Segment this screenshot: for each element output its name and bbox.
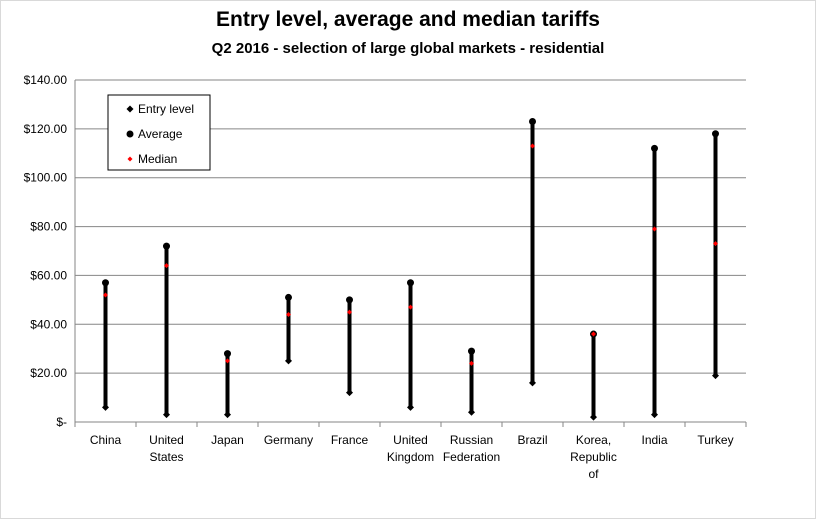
x-tick-label: China: [90, 433, 122, 447]
legend-marker: [127, 156, 133, 162]
x-tick-label: Japan: [211, 433, 244, 447]
legend-label: Average: [138, 127, 183, 141]
x-tick-label: France: [331, 433, 369, 447]
entry-level-point: [163, 411, 170, 419]
median-point: [530, 143, 535, 149]
y-tick-label: $40.00: [30, 317, 67, 331]
x-tick-label: United Kingdom: [387, 433, 434, 464]
entry-level-point: [346, 389, 353, 397]
legend-box: [107, 94, 211, 171]
entry-level-point: [285, 357, 292, 365]
y-tick-label: $140.00: [24, 73, 68, 87]
legend-label: Entry level: [138, 102, 194, 116]
median-point: [713, 241, 718, 247]
average-point: [224, 350, 231, 358]
x-tick-label: Russian Federation: [443, 433, 500, 464]
legend-label: Median: [138, 152, 177, 166]
average-point: [407, 279, 414, 287]
median-point: [286, 312, 291, 318]
average-point: [346, 296, 353, 304]
median-point: [408, 304, 413, 310]
entry-level-point: [651, 411, 658, 419]
average-point: [102, 279, 109, 287]
average-point: [712, 130, 719, 138]
median-point: [652, 226, 657, 232]
x-tick-label: Turkey: [697, 433, 733, 447]
entry-level-point: [468, 408, 475, 416]
x-tick-label: Korea, Republic of: [570, 433, 617, 481]
entry-level-point: [590, 413, 597, 421]
y-tick-label: $100.00: [24, 171, 68, 185]
median-point: [347, 309, 352, 315]
entry-level-point: [102, 403, 109, 411]
median-point: [225, 358, 230, 364]
y-tick-label: $60.00: [30, 268, 67, 282]
average-point: [163, 242, 170, 250]
legend-marker: [126, 105, 134, 113]
y-tick-label: $120.00: [24, 122, 68, 136]
entry-level-point: [407, 403, 414, 411]
median-point: [469, 360, 474, 366]
x-tick-label: United States: [149, 433, 184, 464]
chart-title: Entry level, average and median tariffs: [216, 8, 600, 31]
entry-level-point: [224, 411, 231, 419]
y-tick-label: $20.00: [30, 366, 67, 380]
average-point: [529, 118, 536, 126]
average-point: [468, 347, 475, 355]
median-point: [103, 292, 108, 298]
entry-level-point: [712, 372, 719, 380]
average-point: [651, 144, 658, 152]
chart-subtitle: Q2 2016 - selection of large global mark…: [211, 40, 605, 57]
x-tick-label: Germany: [264, 433, 313, 447]
x-tick-label: India: [641, 433, 667, 447]
y-tick-label: $80.00: [30, 220, 67, 234]
legend-marker: [126, 130, 134, 138]
x-tick-label: Brazil: [517, 433, 547, 447]
entry-level-point: [529, 379, 536, 387]
median-point: [164, 263, 169, 269]
average-point: [285, 293, 292, 301]
y-tick-label: $-: [56, 415, 67, 429]
median-point: [591, 331, 596, 337]
